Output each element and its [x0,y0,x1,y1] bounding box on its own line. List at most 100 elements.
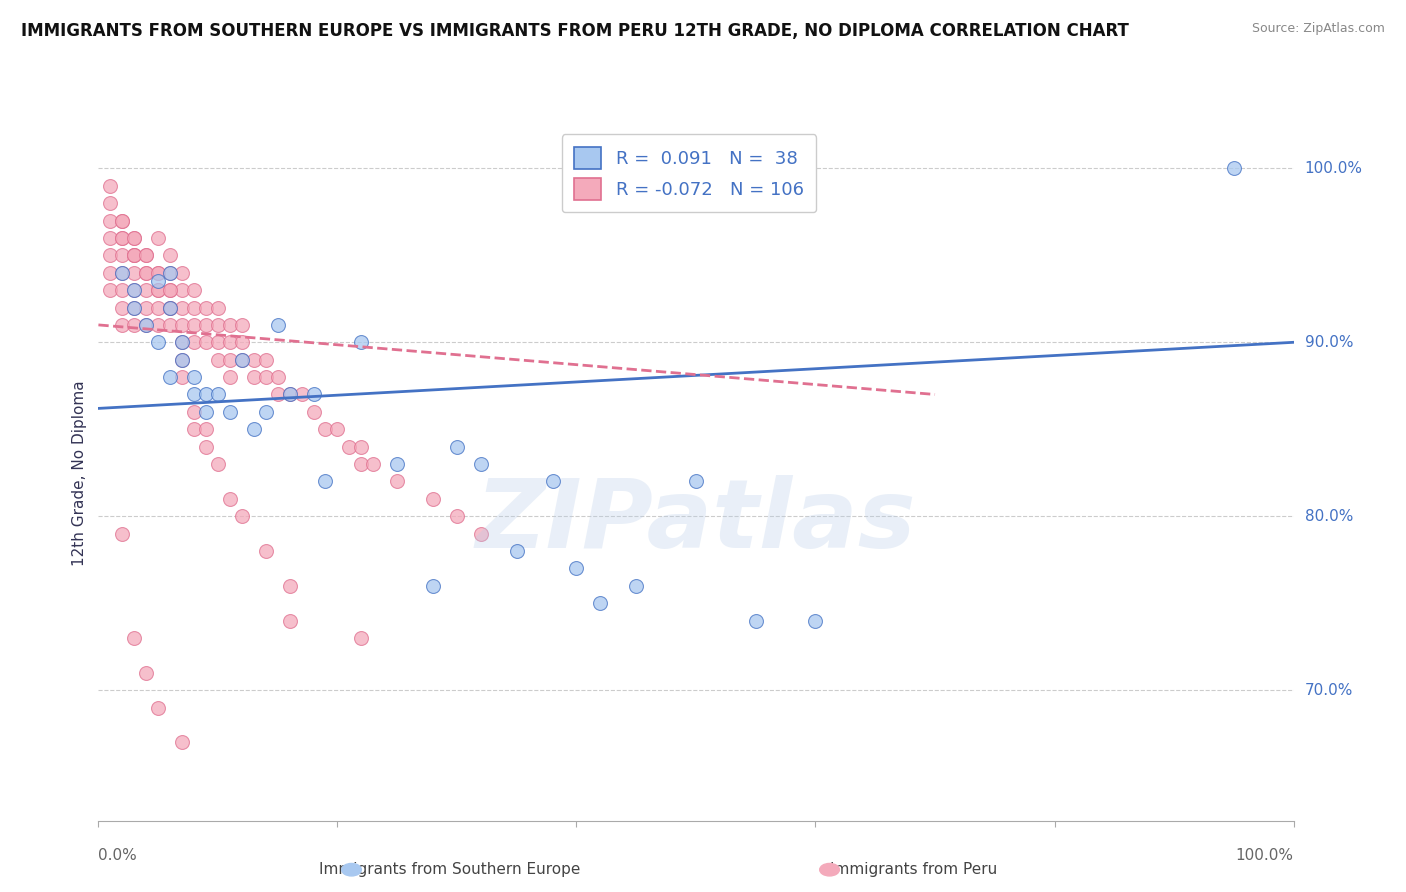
Point [231,352,253,367]
Point [98,266,122,280]
Point [745,614,768,628]
Point [124,248,146,262]
Point [159,283,181,297]
Point [172,318,194,332]
Point [267,318,290,332]
Point [124,248,146,262]
Point [422,579,444,593]
Point [124,301,146,315]
Text: Immigrants from Southern Europe: Immigrants from Southern Europe [319,863,581,877]
Point [1222,161,1246,176]
Point [207,301,229,315]
Point [446,509,468,524]
Text: IMMIGRANTS FROM SOUTHERN EUROPE VS IMMIGRANTS FROM PERU 12TH GRADE, NO DIPLOMA C: IMMIGRANTS FROM SOUTHERN EUROPE VS IMMIG… [21,22,1129,40]
Point [207,352,229,367]
Point [350,631,373,645]
Point [207,335,229,350]
Point [135,665,157,680]
Point [194,422,217,436]
Point [278,387,301,401]
Point [148,231,170,245]
Point [159,266,181,280]
Point [350,440,373,454]
Point [219,352,242,367]
Point [350,457,373,471]
Point [219,318,242,332]
Point [385,457,409,471]
Point [98,213,122,227]
Point [183,318,205,332]
Point [243,422,266,436]
Point [183,335,205,350]
Point [98,178,122,193]
Point [183,422,205,436]
Point [231,318,253,332]
Point [385,475,409,489]
Point [111,213,134,227]
Point [111,213,134,227]
Point [183,301,205,315]
Point [207,457,229,471]
Point [172,335,194,350]
Point [243,352,266,367]
Point [159,301,181,315]
Point [470,457,492,471]
Point [111,283,134,297]
Point [135,318,157,332]
Point [194,301,217,315]
Point [589,596,612,610]
Point [124,318,146,332]
Point [124,266,146,280]
Point [172,370,194,384]
Point [148,266,170,280]
Point [350,335,373,350]
Point [302,387,325,401]
Point [135,266,157,280]
Point [624,579,647,593]
Text: 90.0%: 90.0% [1305,334,1353,350]
Point [124,231,146,245]
Point [278,614,301,628]
Point [337,440,360,454]
Point [446,440,468,454]
Point [219,491,242,506]
Text: Source: ZipAtlas.com: Source: ZipAtlas.com [1251,22,1385,36]
Text: 0.0%: 0.0% [98,848,138,863]
Text: 100.0%: 100.0% [1236,848,1294,863]
Point [111,266,134,280]
Point [148,283,170,297]
Point [148,274,170,288]
Point [111,266,134,280]
Text: ZIPatlas: ZIPatlas [475,475,917,568]
Point [111,526,134,541]
Point [194,335,217,350]
Point [231,352,253,367]
Point [148,301,170,315]
Point [565,561,588,575]
Legend: R =  0.091   N =  38, R = -0.072   N = 106: R = 0.091 N = 38, R = -0.072 N = 106 [561,134,817,212]
Point [315,475,337,489]
Point [124,283,146,297]
Point [172,352,194,367]
Point [267,370,290,384]
Point [267,387,290,401]
Y-axis label: 12th Grade, No Diploma: 12th Grade, No Diploma [72,380,87,566]
Point [124,631,146,645]
Point [159,248,181,262]
Point [172,735,194,749]
Text: 100.0%: 100.0% [1305,161,1362,176]
Point [111,318,134,332]
Point [183,370,205,384]
Point [290,387,312,401]
Point [219,335,242,350]
Point [194,318,217,332]
Point [194,440,217,454]
Point [685,475,707,489]
Point [124,301,146,315]
Point [231,509,253,524]
Point [254,352,277,367]
Point [172,266,194,280]
Point [207,387,229,401]
Point [111,248,134,262]
Point [98,248,122,262]
